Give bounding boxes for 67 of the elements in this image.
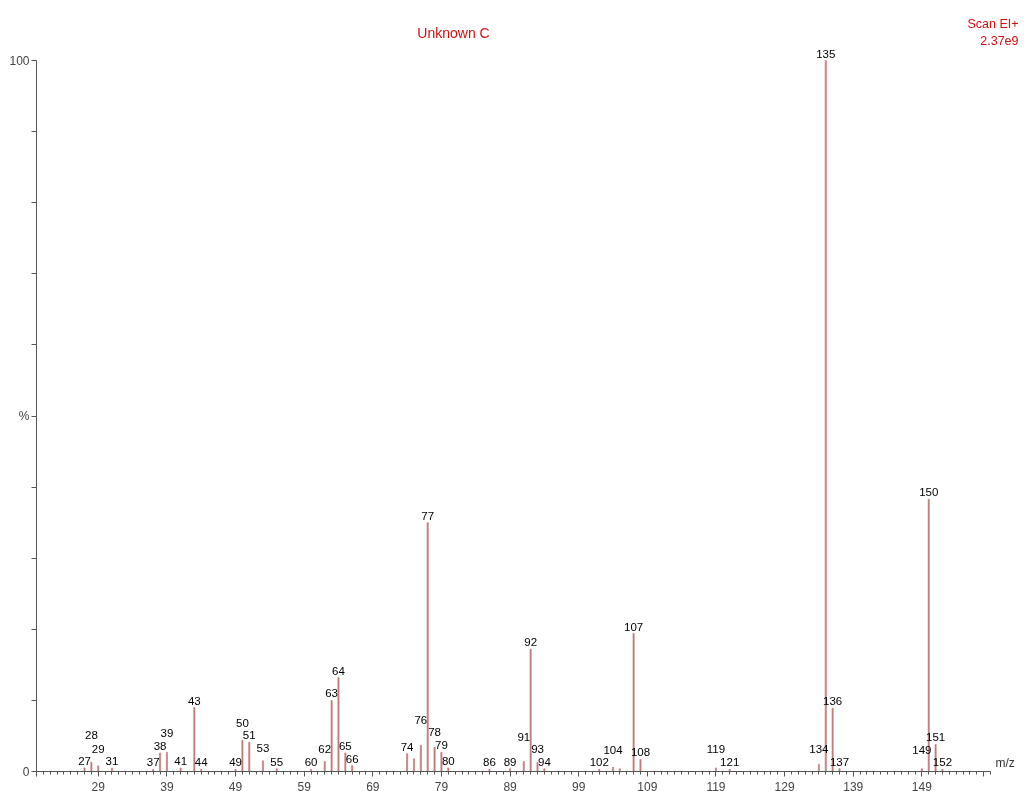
text: 2.37e9 [980,33,1019,48]
annotation: 92 [524,636,538,649]
annotation: 55 [270,755,284,768]
annotation: 119 [706,742,726,755]
x-tick-label: 139 [843,779,864,791]
annotation: 60 [304,756,318,769]
annotation: 94 [537,755,552,768]
annotation: 51 [242,729,256,742]
annotation: 53 [256,741,270,754]
x-tick-label: 89 [503,779,518,791]
annotation: 93 [531,743,544,756]
annotation: 135 [816,47,836,60]
x-tick-label: 149 [911,779,933,791]
x-tick-label: 109 [637,779,658,791]
annotation: 41 [174,754,188,767]
annotation: 151 [926,731,946,744]
annotation: 49 [229,756,242,769]
annotation: 76 [414,714,428,727]
annotation: 107 [624,620,644,633]
annotation: 77 [421,509,435,522]
annotation: 31 [105,754,119,767]
x-tick-label: 79 [434,779,449,791]
x-tick-label: 69 [366,779,380,791]
chart-title: Unknown C [417,24,490,41]
text: Scan EI+ [967,16,1019,31]
x-tick-label: 49 [228,779,243,791]
annotation: 108 [630,746,651,759]
x-tick-label: 29 [91,779,106,791]
x-axis-title: m/z [995,755,1015,770]
y-tick-label: 100 [9,53,30,68]
annotation: 66 [345,752,359,765]
annotation: 102 [589,756,609,769]
x-tick-label: 99 [572,779,586,791]
annotation: 37 [146,756,160,769]
annotation: 121 [720,756,740,769]
annotation: 29 [91,742,105,755]
annotation: 50 [236,717,249,730]
annotation: 64 [332,664,346,677]
annotation: 44 [194,756,209,769]
annotation: 27 [78,754,91,767]
x-tick-label: 39 [160,779,174,791]
annotation: 28 [85,729,98,742]
x-tick-label: 129 [774,779,795,791]
annotation: 39 [160,727,174,740]
annotation: 63 [325,687,339,700]
annotation: 62 [318,742,332,755]
x-tick-label: 59 [297,779,312,791]
annotation: 79 [435,739,448,752]
annotation: 104 [603,744,624,757]
annotation: 149 [912,743,932,756]
annotation: 74 [400,740,415,753]
annotation: 65 [338,740,352,753]
annotation: 86 [483,756,496,769]
annotation: 150 [919,486,939,499]
annotation: 136 [823,695,843,708]
annotation: 89 [503,755,517,768]
annotation: 38 [153,740,167,753]
annotation: 91 [517,730,531,743]
annotation: 80 [441,754,455,767]
x-tick-label: 119 [706,779,726,791]
y-tick-label: % [18,409,30,423]
annotation: 78 [428,726,441,739]
annotation: 137 [829,755,850,768]
y-tick-label: 0 [22,764,30,779]
annotation: 152 [932,756,953,769]
annotation: 43 [187,694,201,707]
annotation: 134 [809,743,830,756]
